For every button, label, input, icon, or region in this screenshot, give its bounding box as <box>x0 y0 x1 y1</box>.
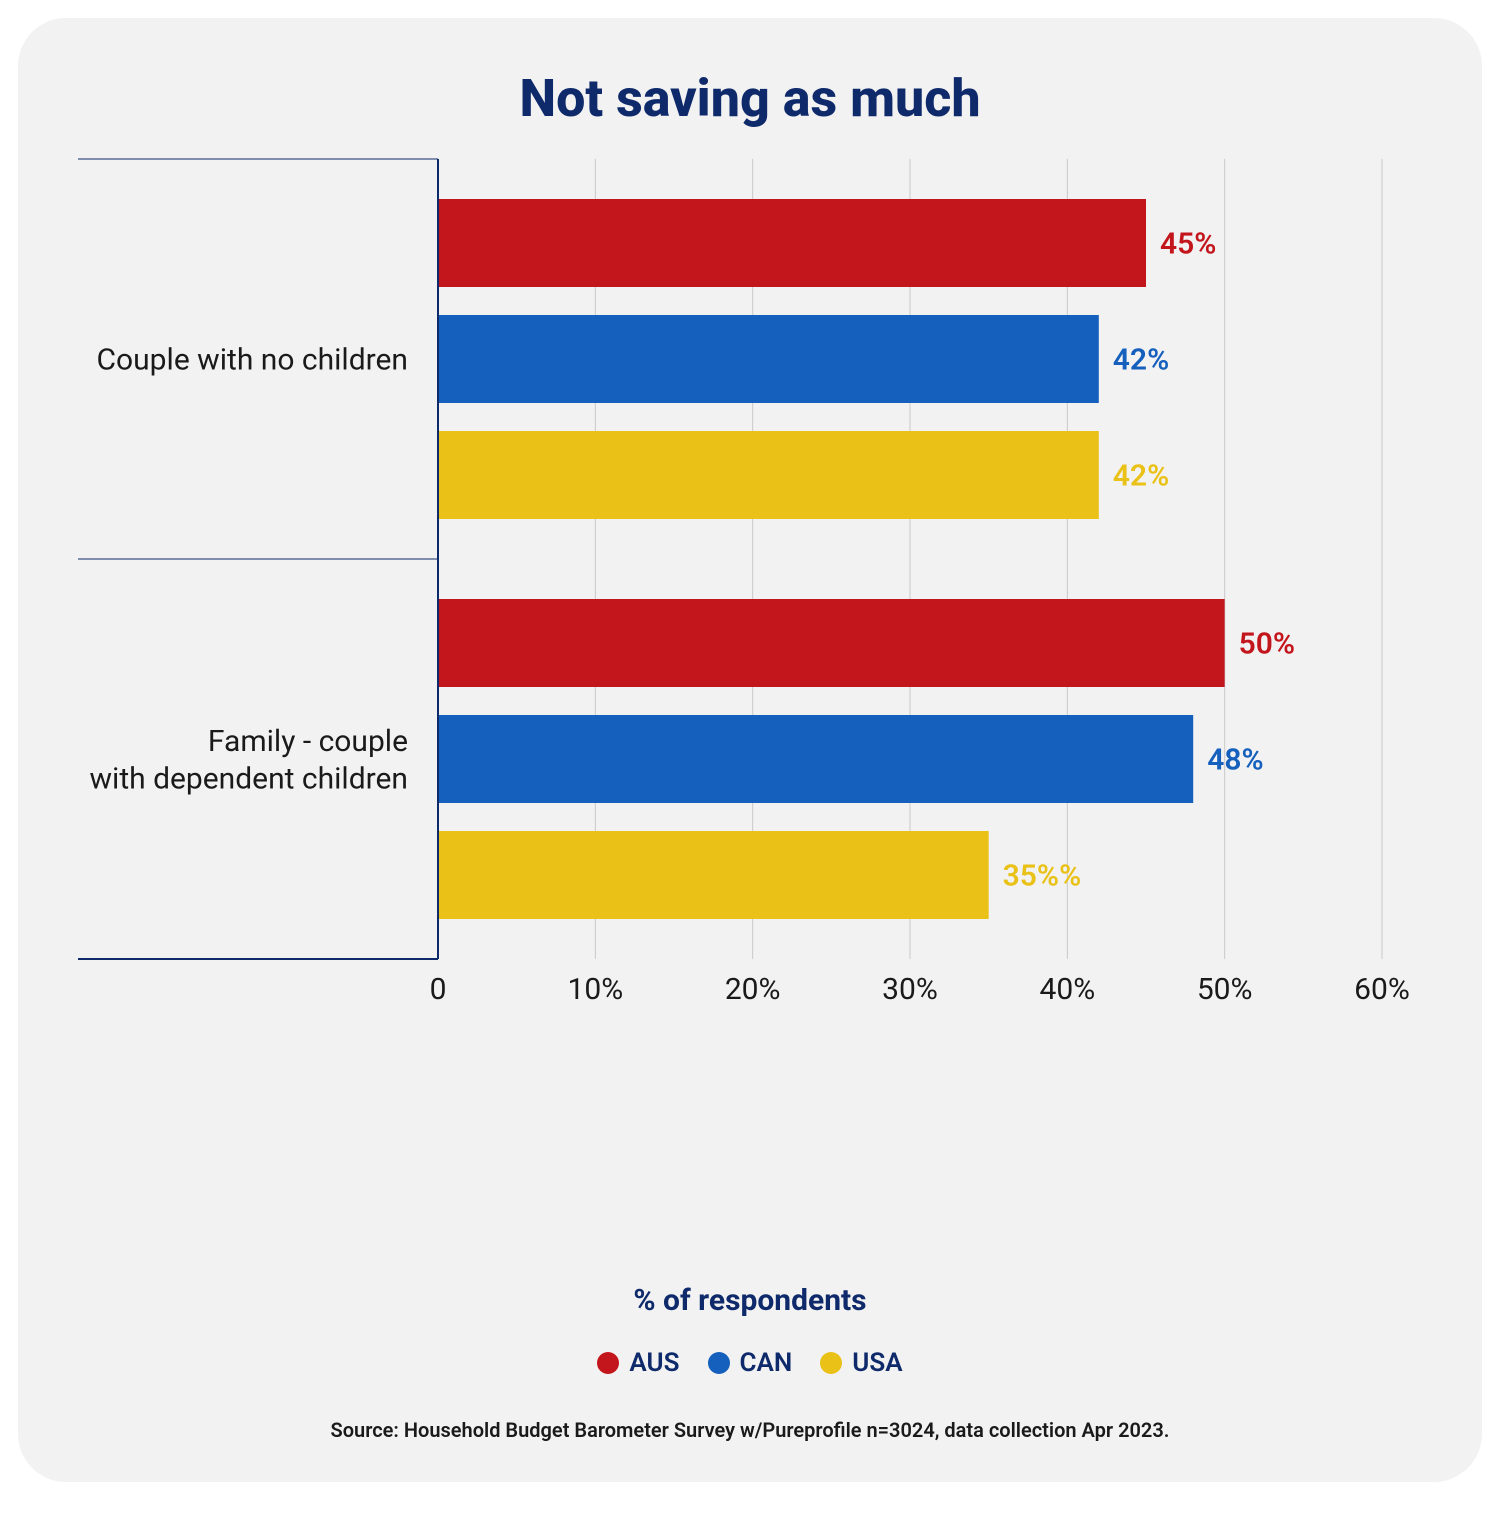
legend-item: CAN <box>708 1348 793 1378</box>
category-label: Family - couple <box>208 724 408 759</box>
legend-item: AUS <box>597 1348 679 1378</box>
bar <box>438 315 1099 403</box>
legend-dot-icon <box>708 1352 730 1374</box>
x-tick-label: 10% <box>567 972 623 1007</box>
bar-value-label: 50% <box>1239 627 1295 662</box>
legend-dot-icon <box>820 1352 842 1374</box>
legend-label: CAN <box>740 1348 793 1378</box>
bar-value-label: 48% <box>1207 743 1263 778</box>
x-axis-label: % of respondents <box>78 1283 1422 1318</box>
chart-title: Not saving as much <box>78 68 1422 129</box>
bar-value-label: 45% <box>1160 227 1216 262</box>
legend: AUS CAN USA <box>78 1348 1422 1378</box>
bar-chart-svg: 0 10% 20% 30% 40% 50% 60% Couple with no childr… <box>78 149 1422 1013</box>
category-label: Couple with no children <box>97 343 409 378</box>
bar <box>438 599 1225 687</box>
bar <box>438 431 1099 519</box>
x-tick-label: 60% <box>1354 972 1410 1007</box>
bar <box>438 831 989 919</box>
legend-label: USA <box>852 1348 902 1378</box>
x-tick-label: 50% <box>1197 972 1253 1007</box>
legend-label: AUS <box>629 1348 679 1378</box>
x-tick-label: 40% <box>1039 972 1095 1007</box>
x-tick-label: 0 <box>430 972 447 1007</box>
chart-plot-area: 0 10% 20% 30% 40% 50% 60% Couple with no childr… <box>78 149 1422 1277</box>
legend-dot-icon <box>597 1352 619 1374</box>
bar-value-label: 35%% <box>1003 859 1082 894</box>
bar <box>438 715 1193 803</box>
x-tick-label: 20% <box>725 972 781 1007</box>
legend-item: USA <box>820 1348 902 1378</box>
bar-value-label: 42% <box>1113 459 1169 494</box>
chart-card: Not saving as much 0 10% 20% 30% 40% 50% 60% Co… <box>18 18 1482 1482</box>
source-text: Source: Household Budget Barometer Surve… <box>78 1418 1422 1442</box>
bar-value-label: 42% <box>1113 343 1169 378</box>
x-tick-label: 30% <box>882 972 938 1007</box>
category-label: with dependent children <box>89 761 408 796</box>
bar <box>438 199 1146 287</box>
